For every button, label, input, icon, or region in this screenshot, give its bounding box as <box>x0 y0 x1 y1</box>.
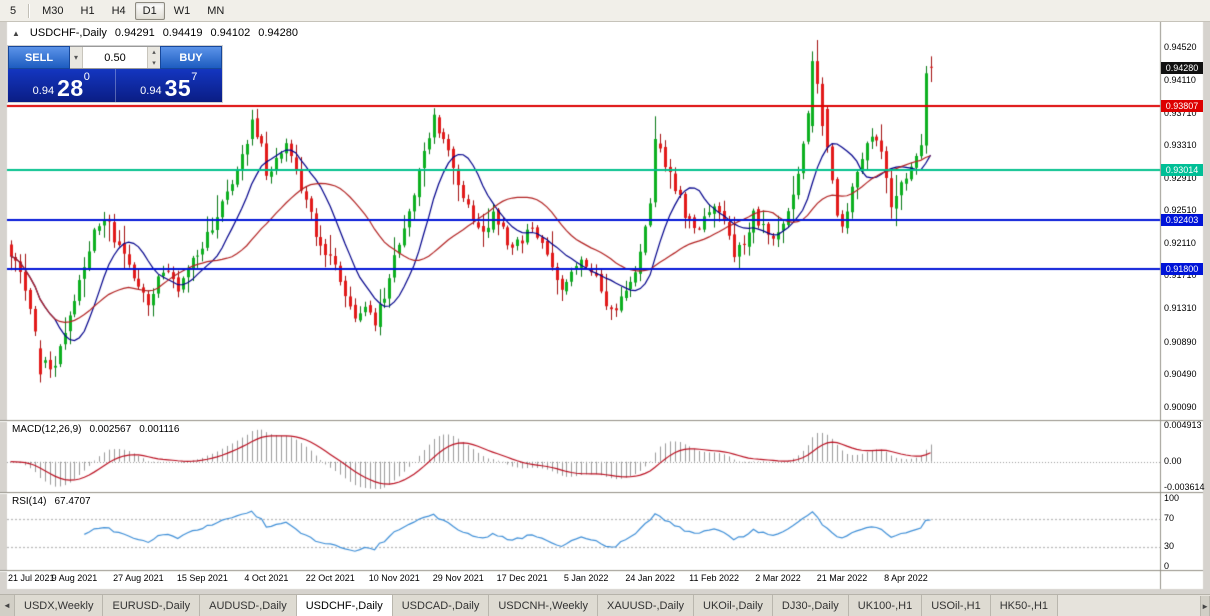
chart-tab-uk100-h1[interactable]: UK100-,H1 <box>848 595 923 616</box>
bid-price[interactable]: 0.94 28 0 <box>8 69 116 102</box>
timeframe-button-h1[interactable]: H1 <box>80 4 95 17</box>
macd-value-main: 0.002567 <box>89 424 132 435</box>
lot-spinner[interactable]: ▴ ▾ <box>147 47 160 68</box>
rsi-indicator-label: RSI(14) 67.4707 <box>12 496 91 507</box>
lot-dropdown-caret-icon[interactable]: ▾ <box>70 47 83 68</box>
chart-tab-xauusd-daily[interactable]: XAUUSD-,Daily <box>598 595 695 616</box>
lot-size-input[interactable]: 0.50 <box>104 51 126 64</box>
ohlc-close: 0.94280 <box>258 27 298 39</box>
sell-button[interactable]: SELL <box>8 46 70 69</box>
chart-tab-usoil-h1[interactable]: USOil-,H1 <box>922 595 991 616</box>
tab-scroll-right-icon[interactable]: ► <box>1200 596 1210 616</box>
bid-price-big-digits: 28 <box>57 75 84 101</box>
chart-symbol-period: USDCHF-,Daily <box>29 27 107 39</box>
ask-price-prefix: 0.94 <box>140 85 162 97</box>
chart-tab-audusd-daily[interactable]: AUDUSD-,Daily <box>200 595 297 616</box>
ohlc-high: 0.94419 <box>162 27 203 39</box>
timeframe-button-5[interactable]: 5 <box>10 4 17 17</box>
bid-price-pipette: 0 <box>83 71 90 83</box>
macd-value-signal: 0.001116 <box>139 424 180 435</box>
bid-price-prefix: 0.94 <box>32 85 55 97</box>
lot-size-control: ▾ 0.50 ▴ ▾ <box>70 46 160 69</box>
lot-decrement-icon[interactable]: ▾ <box>152 59 156 67</box>
ohlc-open: 0.94291 <box>114 27 155 39</box>
tab-scroll-left-icon[interactable]: ◄ <box>0 595 15 616</box>
chart-tab-usdx-weekly[interactable]: USDX,Weekly <box>15 595 104 616</box>
chart-tab-hk50-h1[interactable]: HK50-,H1 <box>990 595 1059 616</box>
chart-tab-usdcad-daily[interactable]: USDCAD-,Daily <box>392 595 490 616</box>
chart-tab-ukoil-daily[interactable]: UKOil-,Daily <box>694 595 773 616</box>
ask-price[interactable]: 0.94 35 7 <box>116 69 223 102</box>
timeframe-toolbar: 5 M30 H1 H4 D1 W1 MN <box>0 0 1210 22</box>
chart-title: ▲ USDCHF-,Daily 0.94291 0.94419 0.94102 … <box>12 27 298 39</box>
macd-label-text: MACD(12,26,9) <box>12 424 82 435</box>
chart-tab-usdcnh-weekly[interactable]: USDCNH-,Weekly <box>489 595 598 616</box>
toolbar-separator <box>28 3 31 18</box>
timeframe-button-w1[interactable]: W1 <box>173 4 191 17</box>
price-chart-canvas[interactable] <box>0 22 1210 594</box>
timeframe-button-mn[interactable]: MN <box>207 4 225 17</box>
ask-price-pipette: 7 <box>191 71 198 83</box>
timeframe-button-h4[interactable]: H4 <box>111 4 126 17</box>
chart-tab-eurusd-daily[interactable]: EURUSD-,Daily <box>103 595 201 616</box>
macd-indicator-label: MACD(12,26,9) 0.002567 0.001116 <box>12 424 179 435</box>
ask-price-big-digits: 35 <box>164 75 192 101</box>
ohlc-low: 0.94102 <box>210 27 251 39</box>
lot-increment-icon[interactable]: ▴ <box>152 49 156 57</box>
one-click-trading-panel: SELL ▾ 0.50 ▴ ▾ BUY 0.94 28 0 0.94 35 7 <box>8 46 222 102</box>
chart-tab-dj30-daily[interactable]: DJ30-,Daily <box>772 595 849 616</box>
collapse-panel-icon[interactable]: ▲ <box>12 28 20 38</box>
timeframe-button-m30[interactable]: M30 <box>42 4 64 17</box>
buy-button[interactable]: BUY <box>160 46 222 69</box>
rsi-value: 67.4707 <box>54 496 91 507</box>
rsi-label-text: RSI(14) <box>12 496 47 507</box>
chart-tab-usdchf-daily[interactable]: USDCHF-,Daily <box>296 595 393 616</box>
chart-tab-bar: ◄ USDX,Weekly EURUSD-,Daily AUDUSD-,Daily US… <box>0 594 1210 616</box>
timeframe-button-d1[interactable]: D1 <box>134 1 165 20</box>
